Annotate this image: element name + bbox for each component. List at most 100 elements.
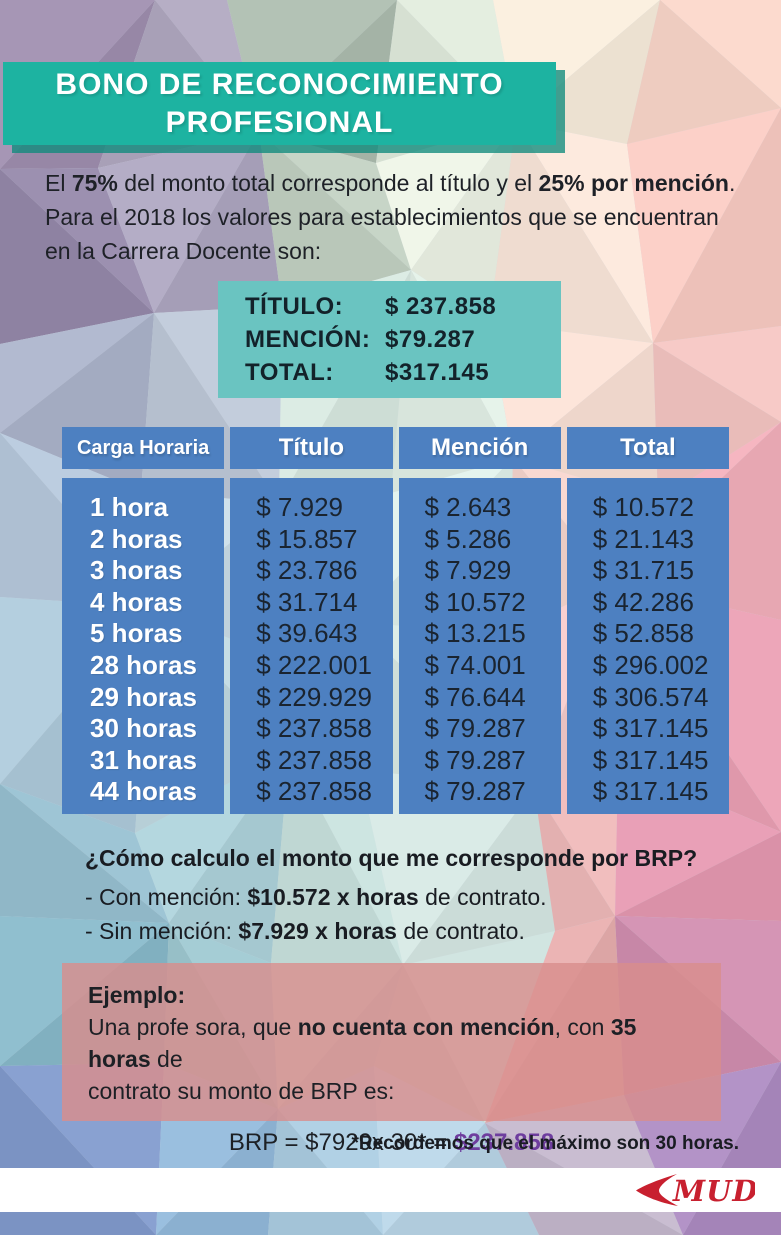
background-triangle [627,108,781,343]
table-cell: $ 317.145 [592,776,709,807]
text-segment: Una profe sora, que [88,1014,298,1040]
table-cell: $ 2.643 [424,492,512,522]
table-cell: $ 15.857 [256,523,358,554]
table-cell: $ 237.858 [256,776,372,807]
summary-label: TOTAL: [245,359,334,386]
table-cell: 31 horas [90,744,197,775]
mud-logo-text: MUD [672,1174,755,1207]
text-segment: Para el 2018 los valores para establecim… [45,204,719,230]
table-cell: 44 horas [90,776,197,807]
table-cell: 28 horas [90,649,197,680]
summary-value: $ 237.858 [385,293,497,320]
table-cell: $ 229.929 [256,681,372,712]
table-cell: 2 horas [90,523,183,554]
table-header-cell: Carga Horaria [62,427,225,469]
table-cell: 4 horas [90,586,183,617]
table-cell: $ 222.001 [256,649,372,680]
text-segment: contrato su monto de BRP es: [88,1078,395,1104]
table-cell: $ 7.929 [256,492,343,522]
example-line: contrato su monto de BRP es: [88,1075,695,1107]
text-segment: de contrato. [418,884,547,910]
text-segment: $237.858 [453,1129,555,1156]
footnote: *Recordemos que el máximo son 30 horas. [351,1133,739,1154]
summary-label: TÍTULO: [245,293,344,320]
background-triangle [534,788,615,931]
table-column-mencion: $ 2.643 $ 5.286 $ 7.929 $ 10.572 $ 13.215 $ 7… [398,478,561,814]
example-formula: BRP = $7929x 30* = $237.858 [88,1127,695,1159]
table-cell: $ 10.572 [424,586,526,617]
text-segment: - Sin mención: [85,918,239,944]
table-cell: $ 296.002 [592,649,709,680]
intro-paragraph: El 75% del monto total corresponde al tí… [45,166,735,268]
background-triangle [411,122,516,322]
footer-band: MUD [0,1168,781,1212]
table-header-cell: Título [230,427,393,469]
text-segment: 25% por mención [538,170,729,196]
text-segment: no cuenta con mención [297,1014,555,1040]
table-cell: $ 7.929 [424,555,512,586]
background-triangle [653,326,781,422]
table-cell: $ 10.572 [592,492,694,522]
table-header-cell: Total [566,427,729,469]
text-segment: $7.929 x horas [238,918,397,944]
table-cell: $ 42.286 [592,586,694,617]
table-cell: $ 79.287 [424,713,526,744]
summary-row: TOTAL: $317.145 [245,356,561,389]
example-title: Ejemplo: [88,982,186,1008]
values-table: Carga Horaria Título Mención Total 1 hora 2 … [62,427,729,814]
text-segment: - Con mención: [85,884,248,910]
text-segment: $10.572 x horas [247,884,419,910]
background-triangle [376,122,516,270]
table-cell: $ 237.858 [256,713,372,744]
background-triangle [653,108,781,343]
table-cell: $ 74.001 [424,649,526,680]
intro-line: El 75% del monto total corresponde al tí… [45,166,735,200]
calc-line: - Sin mención: $7.929 x horas de contrat… [85,914,697,948]
table-cell: $ 31.715 [592,555,694,586]
calc-section: ¿Cómo calculo el monto que me correspond… [85,841,697,948]
table-cell: $ 5.286 [424,523,512,554]
table-column-total: $ 10.572 $ 21.143 $ 31.715 $ 42.286 $ 52.858… [566,478,729,814]
table-column-hours: 1 hora 2 horas 3 horas 4 horas 5 horas 28 hor… [62,478,225,814]
text-segment: de contrato. [396,918,525,944]
page-title-line2: PROFESIONAL [165,105,394,139]
background-triangle [615,832,781,921]
table-cell: $ 317.145 [592,713,709,744]
summary-row: TÍTULO: $ 237.858 [245,290,561,323]
table-cell: 5 horas [90,618,183,649]
table-cell: $ 31.714 [256,586,358,617]
calc-question: ¿Cómo calculo el monto que me correspond… [85,845,698,871]
table-cell: $ 306.574 [592,681,709,712]
page-title-line1: BONO DE RECONOCIMIENTO [55,67,504,101]
text-segment: de [150,1046,183,1072]
table-cell: $ 79.287 [424,776,526,807]
intro-line: en la Carrera Docente son: [45,234,735,268]
table-cell: 1 hora [90,492,169,522]
calc-line: - Con mención: $10.572 x horas de contra… [85,880,697,914]
table-cell: $ 79.287 [424,744,526,775]
table-cell: 30 horas [90,713,197,744]
summary-label: MENCIÓN: [245,326,371,353]
table-column-titulo: $ 7.929 $ 15.857 $ 23.786 $ 31.714 $ 39.643 $… [230,478,393,814]
text-segment: en la Carrera Docente son: [45,238,322,264]
text-segment: del monto total corresponde al título y … [117,170,539,196]
text-segment: . [728,170,736,196]
background-triangle [259,131,411,306]
summary-value: $317.145 [385,359,490,386]
background-triangle [0,168,154,313]
mud-logo: MUD [636,1174,755,1207]
background-triangle [98,131,259,313]
background-triangle [403,788,555,965]
table-cell: $ 317.145 [592,744,709,775]
table-cell: $ 76.644 [424,681,526,712]
summary-row: MENCIÓN: $79.287 [245,323,561,356]
table-body: 1 hora 2 horas 3 horas 4 horas 5 horas 28 hor… [62,478,729,814]
mud-logo-swoosh-icon [636,1174,678,1206]
background-triangle [0,169,154,344]
background-triangle [0,784,169,923]
intro-line: Para el 2018 los valores para establecim… [45,200,735,234]
example-box: Ejemplo: Una profe sora, que no cuenta c… [62,963,721,1156]
text-segment: 35 horas [88,1014,637,1072]
table-cell: $ 237.858 [256,744,372,775]
